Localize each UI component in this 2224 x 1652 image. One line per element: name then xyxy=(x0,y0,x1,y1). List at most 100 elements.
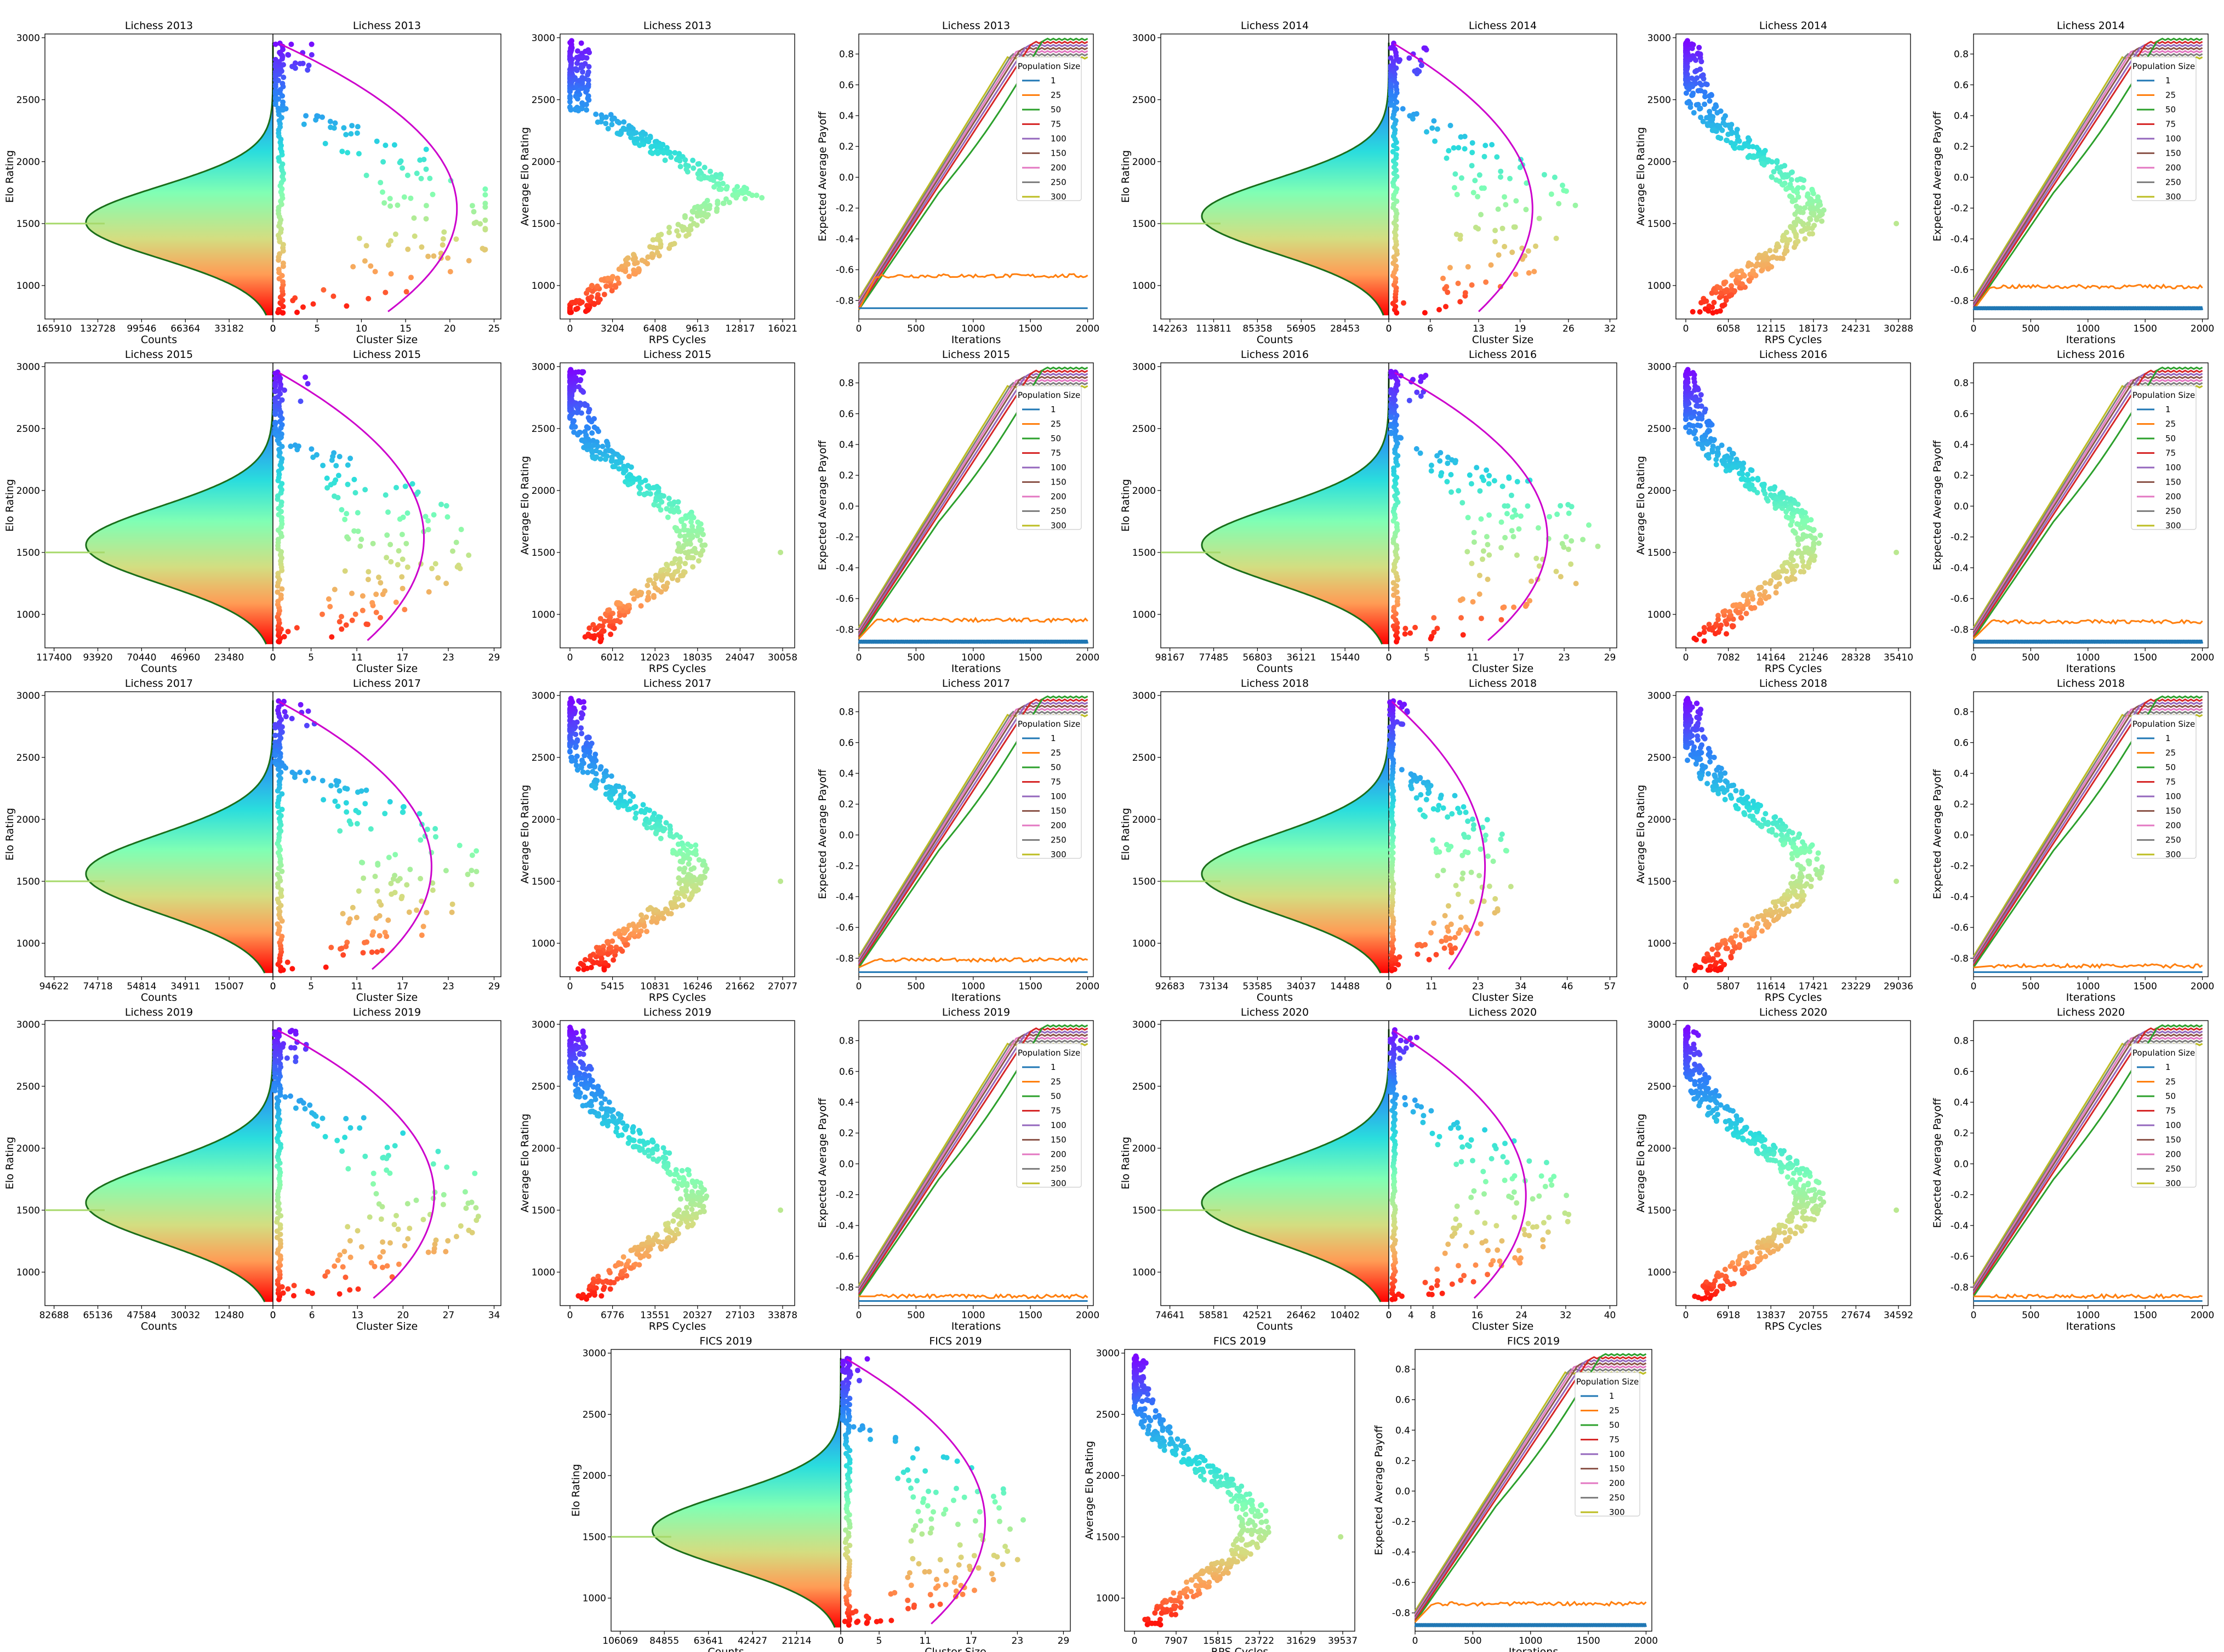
cluster-point xyxy=(328,783,334,789)
cluster-point xyxy=(342,568,348,574)
rps-point xyxy=(1795,238,1801,244)
rps-point xyxy=(586,49,592,55)
rps-point xyxy=(1800,209,1806,215)
cluster-point xyxy=(472,1170,478,1176)
cluster-point xyxy=(405,246,411,252)
rps-point xyxy=(1748,261,1754,267)
rps-point xyxy=(1700,437,1706,443)
x-tick-label: 6058 xyxy=(1717,323,1740,334)
cluster-point xyxy=(430,1161,436,1167)
rps-point xyxy=(615,804,621,810)
cluster-point xyxy=(1492,238,1498,244)
x-tick-label: 94622 xyxy=(39,981,69,992)
rps-point xyxy=(633,810,639,816)
rps-point xyxy=(1782,163,1788,169)
cluster-point xyxy=(301,121,307,127)
rps-point xyxy=(691,884,697,890)
cluster-point xyxy=(343,800,349,806)
cluster-point xyxy=(1469,140,1475,146)
cluster-point xyxy=(397,516,403,522)
cluster-point xyxy=(1418,62,1424,69)
x-tick-label: 54814 xyxy=(127,981,156,992)
cluster-point xyxy=(347,455,353,462)
cluster-point xyxy=(1446,148,1452,153)
cluster-point xyxy=(376,574,381,580)
rps-point xyxy=(1739,790,1745,796)
rps-point xyxy=(584,424,590,430)
cluster-point xyxy=(1463,810,1469,816)
cluster-point xyxy=(418,837,424,843)
rps-point xyxy=(651,502,657,508)
rps-point xyxy=(621,119,627,125)
cluster-point xyxy=(1499,831,1505,837)
x-tick-label: 12023 xyxy=(640,652,670,663)
panel-title: Lichess 2013 xyxy=(353,20,421,32)
cluster-point xyxy=(305,770,311,776)
rps-point xyxy=(592,626,598,633)
rps-point xyxy=(574,60,580,66)
rps-point xyxy=(672,556,678,562)
x-tick-label: 19 xyxy=(1514,323,1526,334)
rps-point xyxy=(1723,941,1729,947)
cluster-point xyxy=(1413,111,1419,117)
rps-point xyxy=(1717,308,1723,314)
rps-point xyxy=(677,533,683,539)
rps-point xyxy=(1767,248,1773,254)
rps-point xyxy=(695,558,702,564)
rps-point xyxy=(1795,883,1801,889)
cluster-point xyxy=(388,238,394,244)
cluster-point xyxy=(1443,304,1449,310)
legend-label: 150 xyxy=(2165,149,2181,158)
rps-point xyxy=(1814,217,1820,223)
rps-point xyxy=(630,931,636,937)
cluster-point xyxy=(352,611,358,617)
rps-point xyxy=(1743,611,1749,617)
cluster-point xyxy=(1547,514,1553,520)
rps-point xyxy=(620,936,626,942)
rps-point xyxy=(572,424,578,430)
x-axis-label: Cluster Size xyxy=(1472,663,1533,675)
legend-box xyxy=(1016,385,1082,530)
panel-title: Lichess 2015 xyxy=(942,349,1010,361)
cluster-point xyxy=(1440,275,1446,281)
rps-point xyxy=(1712,966,1718,972)
y-tick-label: -0.8 xyxy=(836,295,854,306)
rps-point xyxy=(694,533,700,539)
cluster-point xyxy=(280,279,286,285)
rps-point xyxy=(1715,449,1721,455)
rps-point xyxy=(588,953,594,959)
cluster-point xyxy=(1513,512,1519,518)
rps-point xyxy=(573,107,578,113)
parabola-fit-curve xyxy=(278,372,425,641)
payoff-line xyxy=(1972,618,2203,640)
rps-point xyxy=(1754,255,1760,261)
rps-point xyxy=(580,711,586,717)
cluster-point xyxy=(1468,869,1474,875)
rps-point xyxy=(1760,150,1766,156)
cluster-point xyxy=(1486,481,1492,487)
panel-title: Lichess 2015 xyxy=(643,349,711,361)
rps-point xyxy=(1765,266,1771,272)
rps-point xyxy=(1693,761,1699,767)
rps-point xyxy=(567,95,573,101)
cluster-point xyxy=(1478,846,1484,852)
cluster-point xyxy=(272,41,278,47)
cluster-point xyxy=(1442,913,1448,919)
rps-point xyxy=(1695,709,1701,715)
rps-point xyxy=(718,186,724,192)
cluster-point xyxy=(1484,467,1490,473)
rps-point xyxy=(708,176,714,183)
rps-point xyxy=(589,283,595,289)
rps-point xyxy=(616,280,622,286)
cluster-point xyxy=(1495,206,1501,212)
rps-point xyxy=(654,821,660,827)
y-tick-label: 0.2 xyxy=(839,141,854,152)
cluster-point xyxy=(1509,528,1515,534)
cluster-point xyxy=(1513,271,1519,277)
rps-point xyxy=(602,774,608,780)
y-axis-label: Elo Rating xyxy=(4,1137,16,1189)
cluster-point xyxy=(406,909,412,915)
y-tick-label: 1500 xyxy=(1132,219,1156,230)
x-axis-label: RPS Cycles xyxy=(1765,663,1822,675)
